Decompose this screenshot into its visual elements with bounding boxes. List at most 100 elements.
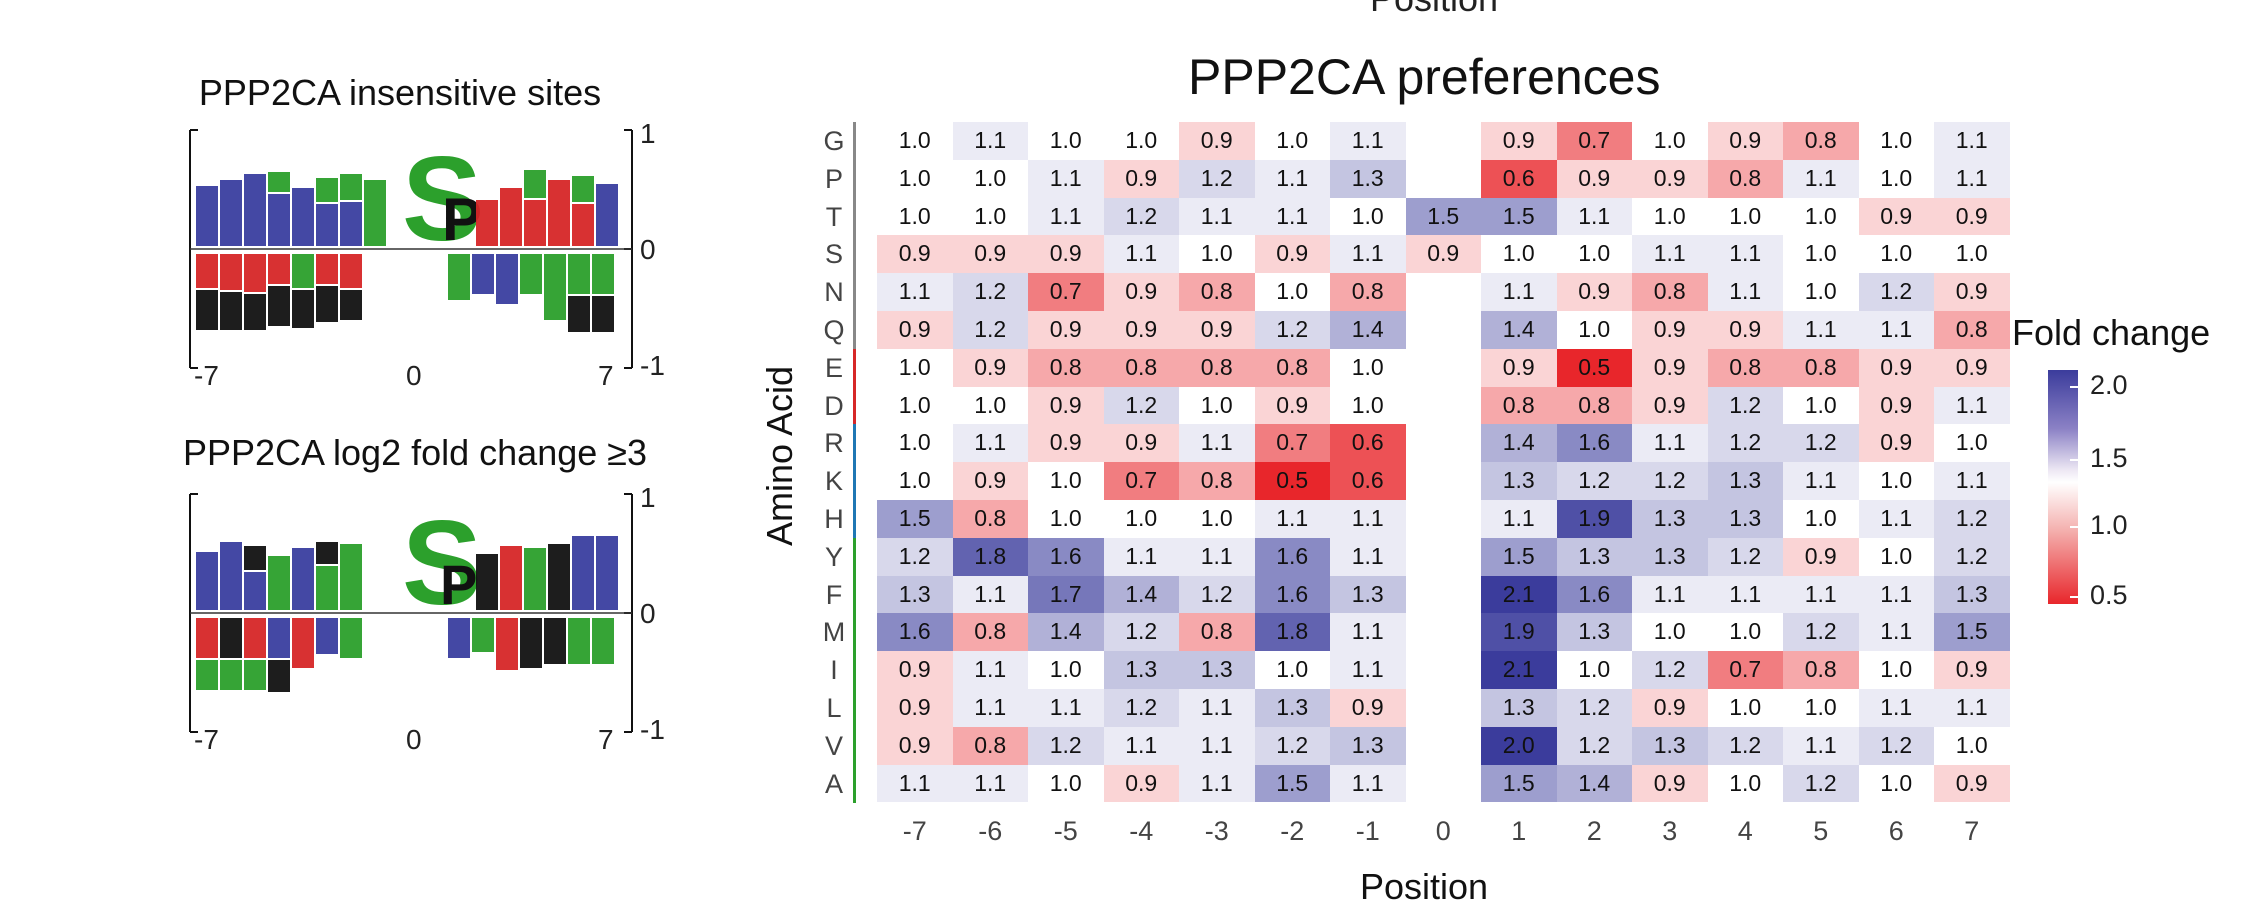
heatmap-cell: 0.8 — [1179, 348, 1255, 387]
heatmap-cell: 1.0 — [1254, 122, 1330, 160]
heatmap-cell: 0.9 — [1481, 348, 1557, 387]
row-group-marker — [853, 726, 856, 766]
heatmap-cell: 1.1 — [1707, 575, 1783, 614]
heatmap-cell: 1.1 — [952, 424, 1028, 463]
heatmap-cell: 0.9 — [1858, 348, 1934, 387]
heatmap-cell: 1.1 — [1330, 500, 1406, 538]
heatmap-cell: 1.0 — [1858, 235, 1934, 274]
heatmap-cell: 1.2 — [1632, 462, 1708, 500]
heatmap-cell: 0.9 — [1707, 311, 1783, 349]
heatmap-cell: 0.9 — [952, 235, 1028, 274]
heatmap-cell: 0.9 — [1405, 235, 1481, 274]
row-group-marker — [853, 386, 856, 426]
heatmap-cell: 0.7 — [1028, 273, 1104, 311]
logo2-ytick-top: 1 — [640, 482, 656, 513]
heatmap-cell: 0.8 — [1179, 273, 1255, 311]
logo1-ytick-mid: 0 — [640, 234, 656, 265]
heatmap-cell: 1.0 — [1481, 235, 1557, 274]
heatmap-cell: 1.4 — [1556, 764, 1632, 803]
heatmap-cell: 1.0 — [1858, 462, 1934, 500]
heatmap-cell: 1.2 — [1254, 311, 1330, 349]
heatmap-x-axis-label: Position — [1360, 866, 1489, 907]
heatmap-cell: 1.2 — [1632, 651, 1708, 689]
legend-tickmark-15 — [2070, 459, 2078, 461]
heatmap-cell: 1.3 — [1103, 651, 1179, 689]
heatmap-cell: 1.2 — [1103, 613, 1179, 652]
heatmap-cell: 1.2 — [1707, 726, 1783, 765]
heatmap-cell: 1.0 — [1783, 197, 1859, 236]
heatmap-cell: 1.3 — [1330, 575, 1406, 614]
heatmap-cell: 1.1 — [1858, 613, 1934, 652]
heatmap-cell: 1.6 — [877, 613, 953, 652]
heatmap-cell: 1.3 — [1707, 462, 1783, 500]
x-tick-label: 4 — [1737, 816, 1753, 847]
heatmap-cell: 1.2 — [1556, 689, 1632, 727]
heatmap-cell: 1.0 — [1632, 122, 1708, 160]
heatmap-cell: 1.0 — [1028, 462, 1104, 500]
heatmap-cell: 0.9 — [1028, 424, 1104, 463]
heatmap-cell: 1.1 — [1934, 159, 2010, 198]
heatmap-cell: 1.1 — [1783, 311, 1859, 349]
heatmap-cell: 1.2 — [1707, 537, 1783, 576]
heatmap-cell: 0.8 — [1707, 348, 1783, 387]
heatmap-cell: 1.1 — [1858, 500, 1934, 538]
logo1-ytick-bottom: -1 — [640, 350, 665, 381]
y-tick-label: G — [823, 126, 845, 156]
heatmap-cell: 0.9 — [1934, 651, 2010, 689]
heatmap-cell: 1.0 — [1028, 651, 1104, 689]
heatmap-cell: 0.8 — [1179, 613, 1255, 652]
heatmap-cell: 0.9 — [1783, 537, 1859, 576]
heatmap-cell: 0.9 — [1632, 386, 1708, 425]
heatmap-cell: 0.8 — [1330, 273, 1406, 311]
y-tick-label: Q — [823, 315, 845, 345]
heatmap-cell: 0.9 — [1103, 424, 1179, 463]
heatmap-cell: 0.8 — [1556, 386, 1632, 425]
heatmap-cell: 1.3 — [1330, 726, 1406, 765]
heatmap-cell: 0.8 — [1028, 348, 1104, 387]
heatmap-cell: 1.5 — [877, 500, 953, 538]
logo2-title: PPP2CA log2 fold change ≥3 — [182, 432, 648, 473]
cut-off-axis-label: Position — [1370, 0, 1498, 20]
heatmap-cell: 1.1 — [1858, 311, 1934, 349]
heatmap-cell: 1.0 — [1707, 764, 1783, 803]
heatmap-cell: 1.1 — [1103, 537, 1179, 576]
heatmap-cell: 1.0 — [1330, 348, 1406, 387]
heatmap-cell: 0.8 — [1179, 462, 1255, 500]
x-tick-label: -5 — [1053, 816, 1078, 847]
row-group-marker — [853, 764, 856, 804]
heatmap-cell: 2.0 — [1481, 726, 1557, 765]
legend-colorbar — [2048, 370, 2078, 604]
heatmap-cell: 0.9 — [1858, 424, 1934, 463]
heatmap-cell: 1.5 — [1481, 764, 1557, 803]
heatmap-cell: 1.5 — [1481, 197, 1557, 236]
heatmap-cell: 1.2 — [952, 311, 1028, 349]
heatmap-cell: 0.9 — [1858, 386, 1934, 425]
logo2-xtick-left: -7 — [194, 724, 219, 755]
heatmap-cell: 1.2 — [952, 273, 1028, 311]
heatmap-cell: 1.1 — [1103, 726, 1179, 765]
heatmap-cell: 1.0 — [1556, 651, 1632, 689]
heatmap-cell: 0.9 — [1330, 689, 1406, 727]
heatmap-cell: 1.1 — [952, 764, 1028, 803]
row-group-marker — [853, 651, 856, 690]
y-tick-label: H — [824, 504, 844, 534]
heatmap-cell: 1.6 — [1254, 575, 1330, 614]
heatmap-cell: 1.1 — [1707, 235, 1783, 274]
logo1-xtick-right: 7 — [598, 360, 614, 391]
heatmap-cell: 1.1 — [1330, 122, 1406, 160]
heatmap-cell: 1.9 — [1481, 613, 1557, 652]
heatmap-cell: 1.0 — [1028, 764, 1104, 803]
heatmap-cell: 1.2 — [1028, 726, 1104, 765]
y-tick-label: M — [822, 617, 846, 648]
x-tick-label: -7 — [902, 816, 927, 847]
heatmap-cell: 1.1 — [1783, 575, 1859, 614]
heatmap-cell: 1.1 — [1028, 689, 1104, 727]
heatmap-cell: 0.9 — [952, 462, 1028, 500]
row-group-marker — [853, 462, 856, 501]
heatmap-cell: 1.4 — [1330, 311, 1406, 349]
heatmap-cell: 1.2 — [1858, 273, 1934, 311]
heatmap-cell: 1.0 — [1783, 235, 1859, 274]
heatmap-cell: 0.7 — [1103, 462, 1179, 500]
heatmap-cell: 1.3 — [1556, 537, 1632, 576]
heatmap-cell: 1.6 — [1556, 575, 1632, 614]
